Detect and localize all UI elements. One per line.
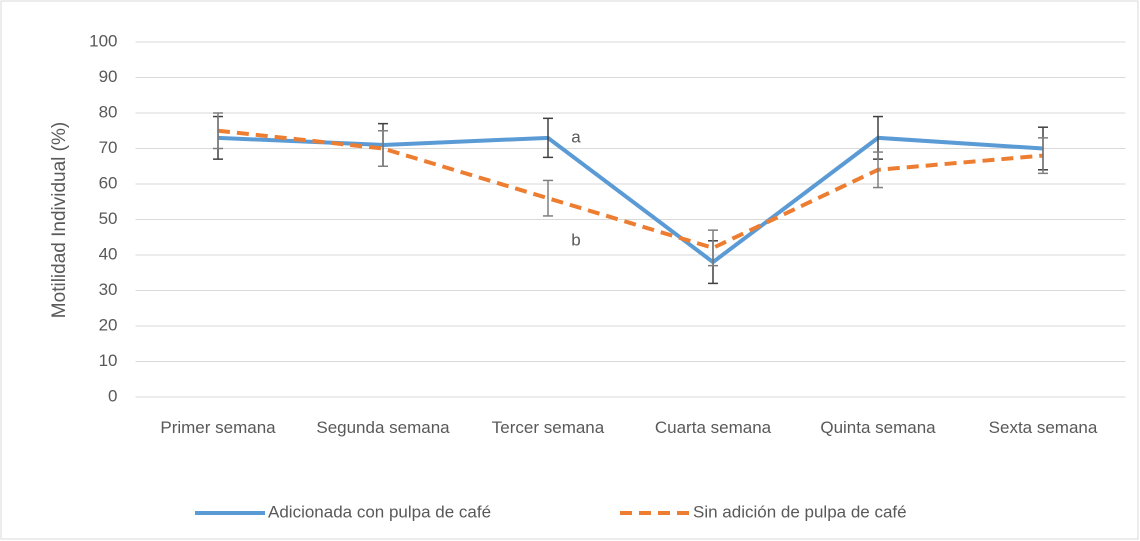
error-bar (213, 112, 223, 150)
x-tick-label: Primer semana (160, 418, 276, 437)
x-tick-label: Tercer semana (491, 418, 605, 437)
x-tick-label: Quinta semana (820, 418, 936, 437)
y-tick-label: 40 (99, 244, 118, 263)
y-tick-label: 60 (99, 173, 118, 192)
x-tick-label: Sexta semana (988, 418, 1098, 437)
y-tick-label: 10 (99, 351, 118, 370)
y-tick-label: 100 (89, 31, 117, 50)
y-tick-label: 70 (99, 138, 118, 157)
y-tick-label: 20 (99, 315, 118, 334)
y-tick-label: 30 (99, 280, 118, 299)
error-bar (1038, 137, 1048, 175)
y-tick-label: 90 (99, 67, 118, 86)
error-bar (543, 117, 553, 159)
error-bar (378, 130, 388, 167)
legend-label: Sin adición de pulpa de café (693, 502, 907, 521)
series-line (217, 128, 1044, 251)
y-tick-label: 50 (99, 209, 118, 228)
error-bar (708, 229, 718, 267)
legend-label: Adicionada con pulpa de café (268, 502, 491, 521)
error-bar (873, 151, 883, 189)
y-tick-label: 80 (99, 102, 118, 121)
error-bar (543, 179, 553, 217)
x-tick-label: Segunda semana (316, 418, 450, 437)
x-tick-label: Cuarta semana (654, 418, 772, 437)
y-axis-label: Motilidad Individual (%) (49, 122, 70, 318)
annotation: b (571, 230, 580, 249)
y-tick-label: 0 (108, 386, 117, 405)
annotation: a (571, 127, 581, 146)
